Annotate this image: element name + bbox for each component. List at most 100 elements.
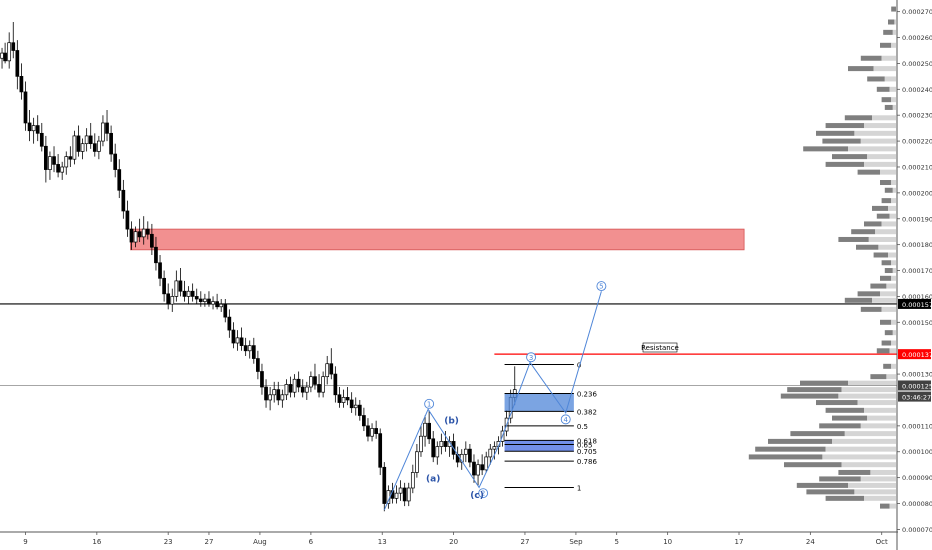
volume-bar-dark (888, 19, 895, 25)
volume-bar-light (875, 229, 896, 235)
volume-bar-dark (825, 495, 864, 501)
candle-body (468, 448, 472, 463)
candle-body (105, 122, 109, 134)
volume-bar-light (841, 462, 896, 468)
candle-body (423, 422, 427, 437)
candle-body (150, 233, 154, 248)
candle-body (170, 296, 175, 305)
candle-body (7, 42, 12, 62)
volume-profile (748, 6, 896, 509)
candle-body (247, 345, 252, 352)
volume-bar-dark (883, 363, 892, 369)
candle-body (129, 228, 134, 243)
candle-body (84, 135, 89, 145)
volume-bar-light (848, 146, 896, 152)
volume-bar-dark (816, 130, 855, 136)
price-tag-label: 0.0001571 (902, 301, 932, 309)
volume-bar-light (889, 213, 896, 219)
volume-bar-dark (884, 104, 893, 110)
volume-bar-dark (844, 115, 872, 121)
time-tick-label: 27 (520, 538, 529, 546)
candle-body (68, 156, 73, 160)
volume-bar-dark (880, 42, 892, 48)
time-tick-label: 20 (449, 538, 458, 546)
candle-body (198, 298, 203, 302)
volume-bar-light (860, 138, 896, 144)
volume-bar-dark (883, 29, 893, 35)
candle-body (309, 376, 313, 388)
volume-bar-light (892, 268, 896, 274)
volume-bar-dark (870, 283, 887, 289)
fib-zone (504, 440, 574, 452)
fib-level-label: 0.5 (577, 423, 588, 431)
volume-bar-dark (768, 438, 832, 444)
fib-level-label: 0.382 (577, 408, 597, 416)
time-tick-label: Oct (876, 538, 888, 546)
volume-bar-light (864, 161, 896, 167)
candle-body (56, 164, 60, 173)
candle-body (52, 156, 56, 165)
volume-bar-light (872, 115, 896, 121)
candle-body (178, 280, 183, 292)
price-tag-box (898, 349, 931, 360)
candle-body (349, 399, 354, 409)
volume-bar-dark (876, 213, 890, 219)
time-tick-label: 13 (378, 538, 387, 546)
wave-label: 4 (563, 416, 568, 424)
supply-zone (130, 228, 745, 251)
candle-body (394, 492, 399, 499)
volume-bar-dark (851, 229, 876, 235)
volume-bar-dark (857, 291, 880, 297)
candle-body (353, 404, 358, 409)
volume-bar-dark (819, 476, 861, 482)
candle-body (337, 394, 342, 403)
candle-body (317, 384, 321, 393)
volume-bar-dark (780, 393, 839, 399)
volume-bar-dark (867, 76, 885, 82)
candle-body (419, 435, 423, 453)
volume-bar-light (889, 86, 896, 92)
candle-body (207, 298, 211, 305)
wave-label: 3 (529, 354, 533, 362)
volume-bar-light (844, 431, 896, 437)
volume-bar-light (860, 476, 896, 482)
wave-path (498, 291, 602, 445)
volume-bar-light (889, 503, 896, 509)
volume-bar-dark (870, 374, 887, 380)
volume-bar-dark (881, 198, 892, 204)
candle-body (182, 290, 187, 297)
candle-body (64, 156, 69, 168)
candle-body (117, 169, 122, 191)
volume-bar-dark (838, 469, 871, 475)
candle-body (101, 122, 105, 142)
wave-label: 2 (481, 490, 485, 498)
fib-level-label: 0.786 (577, 458, 598, 466)
horizontal-lines (0, 303, 897, 386)
candle-body (406, 487, 411, 502)
candle-body (492, 446, 497, 450)
candle-body (284, 384, 289, 396)
volume-bar-light (881, 306, 896, 312)
candle-body (435, 446, 440, 458)
candle-body (239, 337, 244, 346)
candle-body (480, 464, 484, 471)
resistance-annotation: Resistance (641, 342, 679, 353)
resistance-label-box (642, 342, 678, 353)
volume-bar-dark (876, 348, 890, 354)
wave-label: (a) (426, 475, 440, 485)
candle-body (158, 262, 162, 279)
candle-body (476, 464, 480, 476)
candle-body (488, 448, 493, 458)
volume-bar-light (873, 66, 896, 72)
volume-bar-light (892, 187, 896, 193)
price-tag-label: 0.0001377 (902, 351, 932, 359)
candle-body (215, 301, 219, 308)
volume-bar-dark (881, 97, 892, 103)
volume-bar-dark (864, 221, 882, 227)
candle-body (154, 246, 158, 264)
